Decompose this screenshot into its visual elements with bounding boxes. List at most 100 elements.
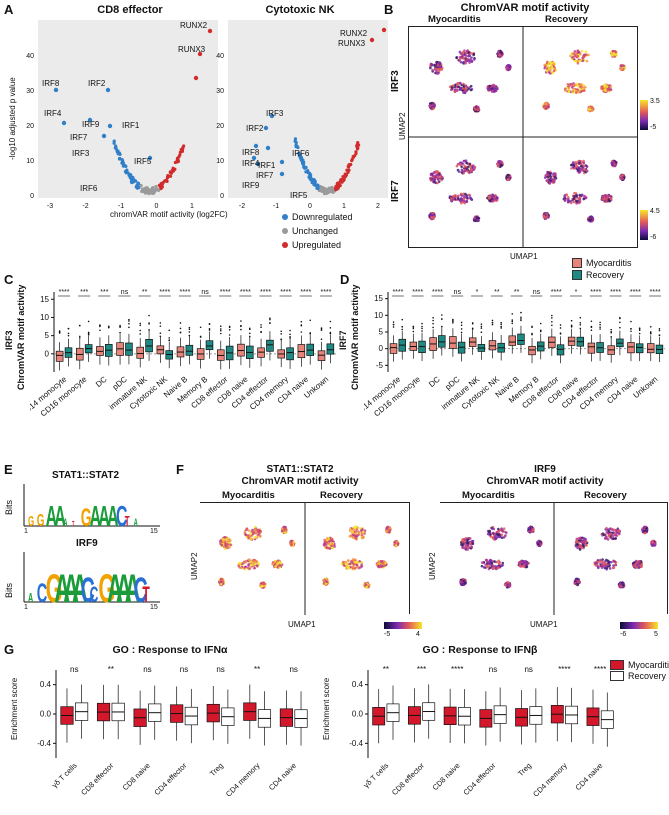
- box-outlier: [559, 327, 562, 329]
- umap-cell: [489, 533, 492, 536]
- umap-cell: [570, 163, 573, 167]
- logo-letter: C: [81, 571, 95, 608]
- box-outlier: [67, 334, 70, 337]
- umap-cell: [615, 531, 619, 534]
- volcano-highlight: [129, 179, 135, 185]
- sig-label: ****: [451, 665, 463, 674]
- umap-cell: [612, 564, 615, 567]
- panel-f-right-ylabel: UMAP2: [428, 552, 437, 580]
- sig-label: **: [383, 665, 389, 674]
- umap-cell: [361, 536, 364, 539]
- volcano-point: [175, 160, 180, 164]
- umap-cell: [239, 566, 243, 570]
- logo-letter: C: [90, 582, 99, 607]
- box-outlier: [168, 329, 171, 332]
- umap-cell: [456, 82, 459, 86]
- umap-cell: [552, 62, 556, 66]
- umap-cell: [472, 52, 476, 56]
- umap-cell: [364, 581, 367, 585]
- logo-letter: T: [142, 582, 149, 607]
- panel-a-right-plot-bg: [228, 20, 388, 198]
- umap-cell: [576, 84, 580, 88]
- volcano-point: [164, 178, 168, 182]
- umap-cell: [219, 580, 223, 584]
- umap-cell: [617, 529, 621, 533]
- box: [438, 335, 446, 348]
- umap-cell: [651, 539, 654, 543]
- umap-cell: [611, 534, 615, 537]
- panel-b-title: ChromVAR motif activity: [460, 2, 590, 14]
- umap-cell: [249, 560, 252, 564]
- umap-cell: [577, 537, 581, 540]
- umap-cell: [278, 563, 282, 567]
- panel-b-umap-grid: [408, 26, 638, 248]
- volcano-point: [355, 147, 360, 151]
- umap-cell: [606, 559, 610, 563]
- y-tick-label: 0.4: [352, 680, 364, 689]
- right-gene-label: IRF3: [266, 109, 284, 118]
- box-outlier: [471, 328, 474, 330]
- umap-cell: [508, 64, 511, 67]
- umap-cell: [621, 581, 624, 584]
- umap-cell: [252, 531, 255, 534]
- box-outlier: [119, 324, 121, 327]
- y-tick-label: -0.4: [349, 739, 363, 748]
- panel-e-ylabel-1: Bits: [4, 499, 14, 515]
- umap-cell: [614, 161, 618, 164]
- umap-cell: [463, 201, 467, 205]
- sig-label: ****: [551, 289, 562, 296]
- umap-cell: [328, 539, 331, 543]
- umap-cell: [575, 194, 578, 197]
- box: [266, 339, 274, 352]
- category-label: CD4 effector: [152, 761, 188, 797]
- upregulated-dot: [282, 242, 288, 248]
- umap-cell: [460, 543, 463, 546]
- logo-letter: A: [125, 566, 141, 608]
- umap-cell: [340, 562, 344, 566]
- umap-cell: [440, 68, 443, 71]
- y-tick: 40: [216, 53, 224, 60]
- box-outlier: [188, 326, 191, 329]
- sig-label: ****: [320, 289, 331, 296]
- box-outlier: [99, 329, 101, 332]
- volcano-point: [160, 185, 164, 189]
- x-tick: -1: [118, 203, 124, 210]
- umap-cell: [430, 172, 434, 176]
- umap-cell: [492, 560, 496, 563]
- umap-cell: [360, 561, 364, 564]
- umap-cell: [565, 193, 569, 197]
- umap-cell: [582, 161, 586, 165]
- panel-f-scale-left-min: -5: [384, 631, 391, 638]
- umap-cell: [601, 562, 605, 565]
- box-outlier: [99, 325, 101, 328]
- umap-cell: [325, 537, 329, 540]
- volcano-highlight: [107, 123, 113, 129]
- umap-cell: [393, 540, 397, 544]
- umap-cell: [502, 527, 506, 530]
- box-outlier: [168, 339, 171, 342]
- box-outlier: [452, 322, 454, 324]
- box-outlier: [630, 330, 632, 333]
- box: [488, 340, 497, 351]
- umap-cell: [432, 104, 436, 108]
- right-gene-label: IRF6: [292, 149, 310, 158]
- box-outlier: [590, 325, 593, 328]
- umap-cell: [473, 219, 476, 222]
- panel-a-ylabel: -log10 adjusted p value: [8, 77, 17, 160]
- umap-cell: [578, 548, 582, 551]
- box-outlier: [240, 328, 242, 331]
- box-outlier: [159, 325, 162, 327]
- volcano-highlight: [269, 113, 275, 119]
- umap-cell: [465, 196, 468, 199]
- volcano-highlight: [369, 37, 375, 43]
- volcano-point: [351, 155, 355, 159]
- umap-cell: [352, 565, 355, 568]
- umap-cell: [584, 196, 588, 199]
- volcano-point: [154, 185, 158, 189]
- volcano-highlight: [101, 133, 107, 139]
- umap-cell: [575, 539, 579, 542]
- box-outlier: [329, 327, 332, 329]
- sig-label: ***: [100, 289, 108, 296]
- volcano-highlight: [53, 87, 59, 93]
